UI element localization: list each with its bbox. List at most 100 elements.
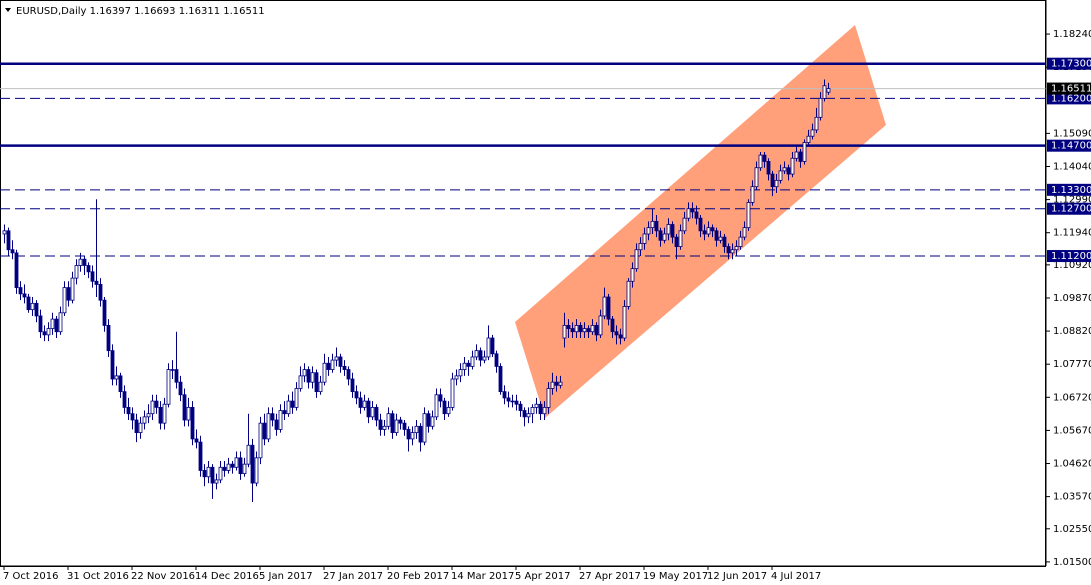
- candle-body: [14, 252, 19, 288]
- level-label-box: [1047, 250, 1091, 263]
- candle-body: [278, 410, 283, 430]
- candle-body: [502, 391, 507, 399]
- candle-body: [234, 457, 239, 468]
- candle-body: [338, 356, 343, 367]
- candle-body: [518, 403, 523, 411]
- candle-body: [182, 394, 187, 421]
- candle-body: [774, 179, 779, 188]
- candle-body: [542, 406, 547, 415]
- candle-body: [102, 299, 107, 326]
- candle-body: [382, 425, 387, 430]
- candle-body: [586, 328, 591, 333]
- candle-body: [110, 350, 115, 380]
- candle-body: [274, 419, 279, 430]
- candle-body: [18, 287, 23, 295]
- candle-body: [346, 369, 351, 380]
- level-label: 1.17300: [1051, 59, 1091, 70]
- candle-body: [578, 325, 583, 333]
- candle-body: [434, 394, 439, 418]
- candle-body: [546, 388, 551, 408]
- candle-body: [6, 230, 11, 251]
- candle-body: [262, 422, 267, 440]
- candle-body: [642, 233, 647, 244]
- candle-body: [178, 381, 183, 396]
- candle-body: [530, 406, 535, 415]
- candle-body: [650, 220, 655, 229]
- candle-body: [510, 400, 515, 403]
- candle-body: [802, 142, 807, 162]
- candle-body: [86, 265, 91, 273]
- candle-body: [686, 208, 691, 219]
- candle-body: [366, 400, 371, 418]
- candle-body: [438, 394, 443, 402]
- candle-body: [298, 375, 303, 389]
- candle-body: [458, 369, 463, 377]
- candle-body: [666, 224, 671, 235]
- candle-body: [798, 151, 803, 162]
- candle-body: [70, 277, 75, 301]
- candle-body: [426, 413, 431, 427]
- candle-body: [478, 350, 483, 361]
- y-tick-label: 1.07770: [1053, 359, 1091, 370]
- x-tick-label: 27 Apr 2017: [579, 571, 641, 582]
- candle-body: [310, 372, 315, 383]
- x-tick-label: 20 Feb 2017: [387, 571, 449, 582]
- x-tick-label: 22 Nov 2016: [131, 571, 195, 582]
- candle-body: [246, 444, 251, 465]
- candle-body: [726, 246, 731, 254]
- candle-body: [526, 413, 531, 418]
- candle-body: [610, 318, 615, 333]
- x-tick-label: 14 Dec 2016: [195, 571, 259, 582]
- candle-body: [566, 325, 571, 329]
- candle-body: [226, 463, 231, 471]
- x-tick-label: 4 Jul 2017: [771, 571, 821, 582]
- candle-body: [186, 406, 191, 421]
- x-tick-label: 27 Jan 2017: [323, 571, 383, 582]
- candle-body: [66, 287, 71, 301]
- candle-body: [506, 397, 511, 402]
- candle-body: [654, 220, 659, 232]
- candle-body: [26, 296, 31, 311]
- chart-header: EURUSD,Daily 1.16397 1.16693 1.16311 1.1…: [16, 6, 265, 17]
- candle-body: [370, 406, 375, 418]
- candle-body: [750, 186, 755, 203]
- candle-body: [82, 258, 87, 266]
- candle-body: [146, 413, 151, 418]
- candle-body: [322, 362, 327, 383]
- candle-body: [258, 422, 263, 459]
- y-tick-label: 1.08820: [1053, 326, 1091, 337]
- candle-body: [122, 391, 127, 408]
- candle-body: [746, 202, 751, 229]
- candle-body: [714, 230, 719, 241]
- candle-body: [154, 400, 159, 408]
- candle-body: [214, 479, 219, 484]
- candle-body: [374, 406, 379, 421]
- candle-body: [710, 227, 715, 232]
- menu-arrow[interactable]: [5, 8, 11, 12]
- candle-body: [618, 334, 623, 339]
- candle-body: [230, 463, 235, 468]
- candle-body: [334, 356, 339, 361]
- level-label-box: [1047, 92, 1091, 105]
- candle-body: [670, 224, 675, 238]
- candle-body: [198, 441, 203, 471]
- candle-body: [286, 400, 291, 415]
- x-tick-label: 19 May 2017: [643, 571, 708, 582]
- candle-body: [194, 438, 199, 443]
- candle-body: [38, 315, 43, 333]
- candle-body: [398, 419, 403, 424]
- candle-body: [470, 356, 475, 367]
- candle-body: [106, 325, 111, 352]
- x-tick-label: 12 Jun 2017: [707, 571, 767, 582]
- x-tick-label: 5 Jan 2017: [259, 571, 313, 582]
- candle-body: [170, 369, 175, 371]
- y-tick-label: 1.15090: [1053, 128, 1091, 139]
- candle-body: [494, 353, 499, 367]
- symbol: EURUSD,Daily: [16, 6, 87, 17]
- candle-body: [54, 318, 59, 333]
- candle-body: [786, 167, 791, 175]
- candle-body: [450, 378, 455, 408]
- level-label: 1.12700: [1051, 204, 1091, 215]
- candle-body: [402, 422, 407, 430]
- last-price-label: 1.16511: [1051, 84, 1091, 95]
